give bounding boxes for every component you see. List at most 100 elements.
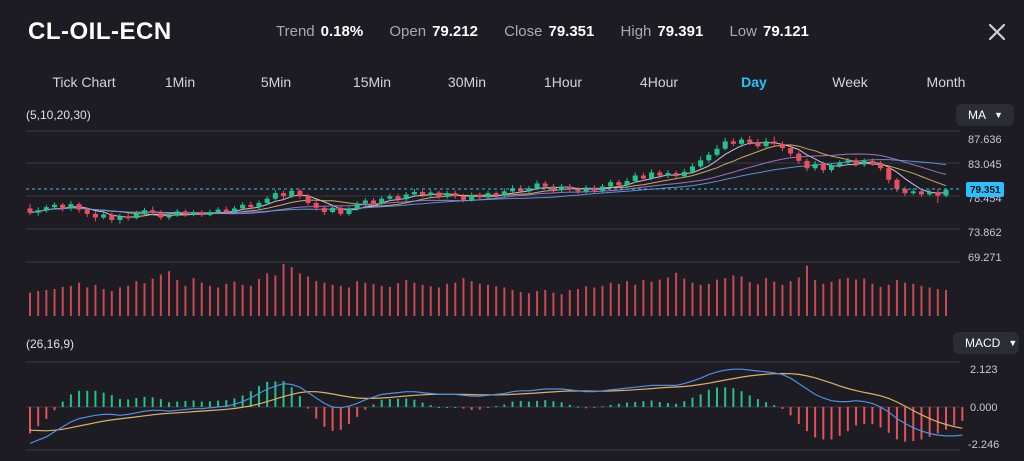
volume-bar	[748, 282, 751, 316]
candle-body	[542, 183, 548, 187]
candle-body	[788, 148, 794, 154]
volume-bar	[61, 286, 64, 316]
volume-bar	[462, 278, 465, 316]
macd-histogram-bar	[887, 407, 890, 433]
candle-body	[281, 193, 287, 197]
volume-bar	[838, 279, 841, 316]
volume-bar	[732, 275, 735, 316]
tab-1hour[interactable]: 1Hour	[543, 74, 583, 90]
volume-bar	[895, 280, 898, 316]
macd-histogram-bar	[544, 400, 547, 407]
volume-bar	[650, 281, 653, 316]
volume-bar	[364, 282, 367, 316]
macd-histogram-bar	[143, 396, 146, 407]
macd-histogram-bar	[413, 399, 416, 407]
macd-histogram-bar	[961, 407, 964, 421]
macd-histogram-bar	[789, 407, 792, 416]
candle-body	[943, 189, 949, 196]
macd-histogram-bar	[298, 396, 301, 407]
macd-histogram-bar	[372, 404, 375, 407]
volume-bar	[773, 281, 776, 316]
tab-tick-chart[interactable]: Tick Chart	[52, 74, 116, 90]
volume-bar	[797, 277, 800, 316]
tab-30min[interactable]: 30Min	[447, 74, 487, 90]
volume-bar	[658, 279, 661, 316]
candle-body	[289, 190, 295, 197]
candle-body	[354, 203, 360, 210]
macd-histogram-bar	[462, 407, 465, 409]
volume-bar	[487, 284, 489, 316]
candle-body	[591, 187, 597, 191]
volume-bar	[102, 288, 105, 316]
macd-tick: -2.246	[968, 439, 999, 451]
volume-bar	[904, 282, 907, 316]
volume-bar	[347, 287, 350, 316]
macd-histogram	[29, 381, 964, 442]
tab-month[interactable]: Month	[926, 74, 966, 90]
close-icon[interactable]	[985, 20, 1009, 44]
candle-body	[755, 142, 761, 147]
macd-histogram-bar	[846, 407, 849, 432]
candle-body	[338, 207, 344, 214]
volume-bar	[576, 288, 579, 316]
volume-bar	[536, 291, 539, 316]
volume-bar	[912, 283, 915, 316]
tab-week[interactable]: Week	[832, 74, 868, 90]
macd-histogram-bar	[151, 397, 154, 407]
macd-histogram-bar	[895, 407, 898, 440]
macd-histogram-bar	[159, 399, 162, 407]
candle-body	[804, 160, 810, 169]
volume-bar	[560, 294, 563, 316]
candle-body	[649, 172, 655, 179]
macd-histogram-bar	[568, 404, 571, 407]
tab-day[interactable]: Day	[741, 74, 767, 90]
macd-dropdown[interactable]: MACD ▼	[953, 332, 1019, 354]
macd-histogram-bar	[192, 400, 195, 407]
tab-5min[interactable]: 5Min	[260, 74, 292, 90]
volume-bar	[397, 283, 400, 316]
macd-histogram-bar	[724, 387, 727, 407]
macd-histogram-bar	[912, 407, 915, 442]
macd-histogram-bar	[527, 401, 530, 407]
volume-bar	[372, 284, 375, 316]
macd-histogram-bar	[282, 381, 285, 407]
candle-body	[910, 191, 916, 194]
candle-body	[779, 143, 785, 149]
macd-histogram-bar	[642, 401, 645, 407]
stat-label: Low	[729, 23, 757, 40]
volume-bar	[609, 282, 612, 316]
tab-4hour[interactable]: 4Hour	[639, 74, 679, 90]
chevron-down-icon: ▼	[994, 110, 1003, 120]
tab-1min[interactable]: 1Min	[164, 74, 196, 90]
macd-histogram-bar	[339, 407, 342, 430]
macd-histogram-bar	[634, 401, 637, 407]
volume-bar	[527, 293, 530, 316]
candle-body	[869, 160, 875, 164]
volume-bar	[446, 283, 449, 316]
volume-bar	[53, 288, 56, 316]
volume-bar	[887, 284, 890, 316]
macd-histogram-bar	[740, 391, 743, 407]
macd-histogram-bar	[805, 407, 808, 432]
volume-bar	[388, 286, 391, 316]
chart-header: CL-OIL-ECN Trend 0.18% Open 79.212 Close 79…	[0, 0, 1024, 62]
volume-bar	[110, 291, 113, 316]
volume-bar	[593, 287, 596, 316]
candle-body	[886, 168, 892, 180]
candle-body	[68, 204, 74, 209]
moving-average-lines	[29, 142, 947, 218]
candle-body	[853, 160, 859, 165]
tab-15min[interactable]: 15Min	[352, 74, 392, 90]
volume-bar	[511, 290, 514, 316]
macd-histogram-bar	[135, 398, 138, 407]
candle-body	[501, 191, 507, 196]
candle-body	[739, 139, 745, 144]
volume-bar	[249, 285, 252, 316]
macd-histogram-bar	[781, 407, 784, 409]
candle-body	[861, 160, 867, 165]
ma-dropdown[interactable]: MA ▼	[956, 104, 1014, 126]
volume-bar	[936, 288, 939, 316]
price-stats: Trend 0.18% Open 79.212 Close 79.351 High 79…	[276, 23, 831, 40]
volume-bar	[863, 278, 866, 316]
